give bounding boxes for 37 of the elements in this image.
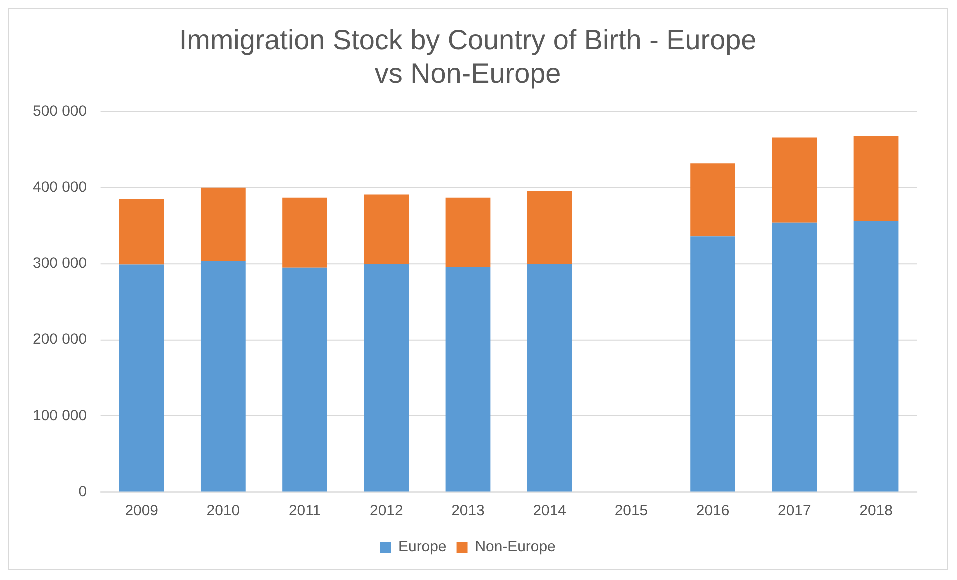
y-tick-label: 0 — [78, 483, 88, 500]
bar — [527, 264, 572, 492]
y-tick-label: 100 000 — [33, 407, 88, 424]
bar — [446, 198, 491, 268]
bar — [200, 260, 246, 492]
x-tick-label: 2017 — [778, 502, 812, 520]
x-tick-label: 2012 — [370, 502, 404, 520]
bar — [854, 221, 899, 492]
x-tick-label: 2010 — [206, 502, 240, 520]
bar — [282, 268, 328, 492]
x-tick-label: 2009 — [125, 502, 158, 520]
legend-label: Europe — [398, 538, 447, 556]
x-tick-label: 2011 — [288, 502, 322, 520]
bar — [200, 188, 246, 261]
bar — [364, 194, 410, 264]
bar — [690, 236, 736, 492]
y-tick-label: 300 000 — [33, 255, 88, 272]
bar — [854, 136, 899, 222]
legend-label: Non-Europe — [475, 538, 556, 556]
chart-title: Immigration Stock by Country of Birth - Europe vs Non-Europe — [179, 24, 757, 89]
bar — [527, 190, 572, 264]
bar — [282, 198, 328, 268]
bar — [446, 267, 491, 492]
y-tick-label: 200 000 — [33, 331, 88, 348]
x-tick-label: 2015 — [614, 502, 648, 520]
x-tick-label: 2014 — [533, 502, 566, 520]
y-tick-label: 500 000 — [33, 102, 88, 120]
bar — [772, 222, 818, 492]
bar — [690, 164, 736, 237]
x-tick-label: 2018 — [860, 502, 893, 520]
bar — [119, 199, 164, 265]
bar — [364, 264, 410, 492]
y-tick-label: 400 000 — [33, 179, 88, 196]
x-tick-label: 2016 — [696, 502, 730, 520]
bar — [772, 138, 818, 223]
x-tick-label: 2013 — [452, 502, 485, 520]
bar — [119, 264, 164, 492]
